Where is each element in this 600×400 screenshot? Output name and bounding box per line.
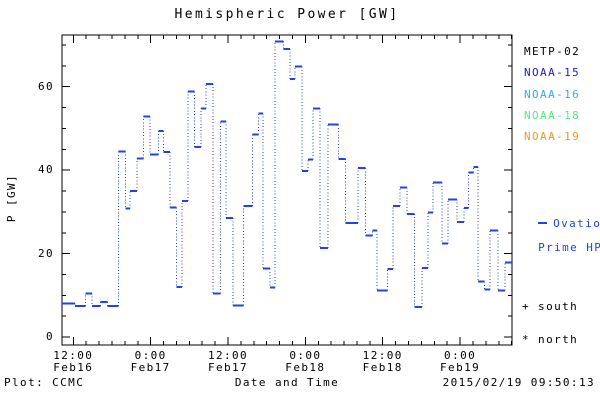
x-tick-label: 0:00 Feb18: [285, 349, 326, 374]
legend-item-noaa15: NOAA-15: [524, 66, 581, 79]
x-axis-label: Date and Time: [234, 376, 340, 389]
y-tick-label: 40: [37, 163, 54, 177]
y-axis-label: P [GW]: [5, 173, 18, 223]
x-tick-label: 12:00 Feb17: [207, 349, 249, 374]
y-tick-label: 0: [45, 330, 54, 344]
y-tick-label: 60: [37, 79, 54, 93]
legend-item-noaa16: NOAA-16: [524, 88, 581, 101]
x-tick-label: 0:00 Feb19: [440, 349, 481, 374]
legend-item-noaa18: NOAA-18: [524, 109, 581, 122]
plot-source-label: Plot: CCMC: [4, 376, 85, 389]
north-marker-legend: * north: [522, 333, 579, 346]
x-tick-label: 0:00 Feb17: [130, 349, 171, 374]
ovation-legend-line2: Prime HPI: [538, 241, 600, 254]
ovation-legend-line1: Ovation: [553, 217, 600, 230]
y-tick-label: 20: [37, 246, 54, 260]
ovation-prime-hpi-legend: Ovation Prime HPI: [506, 206, 600, 266]
ovation-line-sample-icon: [538, 222, 548, 224]
legend-item-metp02: METP-02: [524, 45, 581, 58]
plot-frame: [61, 34, 513, 346]
x-tick-label: 12:00 Feb16: [53, 349, 94, 374]
legend-item-noaa19: NOAA-19: [524, 130, 581, 143]
plot-timestamp: 2015/02/19 09:50:13: [442, 376, 595, 389]
south-marker-legend: + south: [522, 300, 579, 313]
x-tick-label: 12:00 Feb18: [362, 349, 403, 374]
chart-title: Hemispheric Power [GW]: [174, 7, 400, 22]
